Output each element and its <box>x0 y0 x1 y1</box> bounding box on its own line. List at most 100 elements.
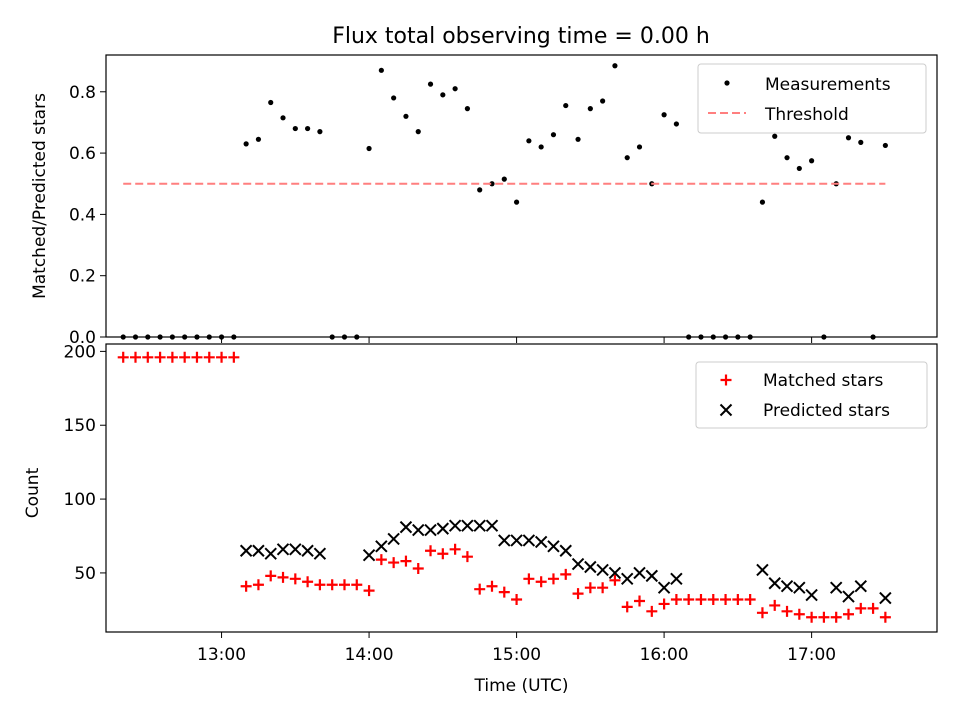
predicted-star-marker <box>608 566 622 580</box>
predicted-star-marker <box>239 544 253 557</box>
x-tick-label: 17:00 <box>787 645 836 665</box>
y-tick-label: 0.4 <box>69 205 96 225</box>
measurement-point <box>169 334 175 340</box>
measurement-point <box>341 334 348 340</box>
predicted-star-marker <box>436 522 450 535</box>
measurement-point <box>243 141 249 147</box>
x-tick-label: 15:00 <box>492 645 541 665</box>
legend-label-predicted: Predicted stars <box>763 401 890 421</box>
matched-star-marker <box>117 351 129 363</box>
predicted-star-marker <box>559 544 572 557</box>
matched-star-marker <box>756 607 768 619</box>
measurement-point <box>698 334 704 340</box>
measurement-point <box>132 334 139 340</box>
matched-star-marker <box>634 595 646 607</box>
matched-star-marker <box>547 573 559 585</box>
matched-star-marker <box>842 608 854 620</box>
predicted-star-marker <box>756 563 769 577</box>
measurement-point <box>255 136 262 142</box>
predicted-star-marker <box>473 519 486 532</box>
measurement-point <box>526 138 532 144</box>
matched-star-marker <box>437 548 449 560</box>
matched-star-marker <box>830 611 842 623</box>
measurement-point <box>268 99 274 106</box>
matched-star-marker <box>523 573 535 585</box>
matched-star-marker <box>474 583 486 595</box>
matched-star-marker <box>166 351 178 363</box>
matched-star-marker <box>781 605 793 617</box>
bottom-panel: 50 100 150 200 13:00 14:00 15:00 16:00 17:00 Coun… <box>23 342 938 696</box>
matched-star-marker <box>486 580 498 592</box>
measurement-point <box>477 187 483 193</box>
measurement-point <box>686 334 692 340</box>
legend <box>695 361 928 429</box>
matched-star-marker <box>179 351 191 363</box>
measurement-point <box>772 133 778 139</box>
predicted-star-marker <box>252 544 265 557</box>
measurement-point <box>722 334 729 340</box>
y-axis-label: Matched/Predicted stars <box>30 93 50 299</box>
predicted-star-marker <box>510 534 523 547</box>
predicted-star-marker <box>276 543 290 556</box>
x-axis-label: Time (UTC) <box>474 676 569 696</box>
measurement-point <box>870 334 876 340</box>
measurement-point <box>747 334 753 340</box>
predicted-star-marker <box>768 577 781 590</box>
matched-star-marker <box>498 586 510 598</box>
measurement-point <box>280 115 286 121</box>
predicted-star-marker <box>424 523 437 537</box>
legend-predicted-marker <box>719 403 733 417</box>
measurement-point <box>292 125 298 132</box>
predicted-star-marker <box>571 557 585 571</box>
measurement-point <box>218 334 225 340</box>
matched-star-marker <box>572 588 584 600</box>
measurement-point <box>575 136 581 142</box>
measurement-point <box>391 95 397 101</box>
predicted-star-marker <box>313 547 327 560</box>
measurement-point <box>735 334 741 340</box>
predicted-star-marker <box>412 523 425 537</box>
predicted-star-marker <box>645 569 659 583</box>
matched-star-marker <box>535 576 547 588</box>
measurement-point <box>821 334 827 340</box>
measurement-point <box>440 92 446 98</box>
measurement-point <box>427 81 434 87</box>
matched-star-marker <box>228 351 240 363</box>
predicted-star-marker <box>301 544 314 557</box>
matched-star-marker <box>388 557 400 569</box>
matched-star-marker <box>855 602 867 614</box>
predicted-star-marker <box>387 532 400 546</box>
y-tick-label: 50 <box>74 564 96 584</box>
matched-star-marker <box>732 594 744 606</box>
measurement-point <box>120 334 126 340</box>
matched-star-marker <box>338 579 350 591</box>
y-tick-label: 0.6 <box>69 144 96 164</box>
measurement-point <box>513 199 520 205</box>
measurement-point <box>809 158 815 164</box>
legend-label-measurements: Measurements <box>765 75 891 95</box>
measurement-point <box>587 106 593 112</box>
measurement-point <box>661 112 667 118</box>
matched-star-marker <box>400 555 412 567</box>
predicted-star-marker <box>633 566 646 580</box>
measurement-point <box>759 199 766 205</box>
measurement-point <box>600 98 606 104</box>
y-tick-label: 0.8 <box>69 83 96 103</box>
matched-star-marker <box>142 351 154 363</box>
matched-star-marker <box>289 573 301 585</box>
matched-star-marker <box>375 554 387 566</box>
y-tick-label: 0.2 <box>69 267 96 287</box>
measurement-point <box>489 181 495 187</box>
matched-star-marker <box>879 611 891 623</box>
predicted-star-marker <box>842 590 855 603</box>
measurement-point <box>501 176 507 182</box>
measurement-point <box>563 102 569 109</box>
predicted-star-marker <box>829 581 843 594</box>
matched-star-marker <box>646 605 658 617</box>
matched-star-marker <box>707 594 719 606</box>
matched-star-marker <box>252 579 264 591</box>
measurement-point <box>231 334 237 340</box>
legend-matched-marker <box>720 374 732 386</box>
predicted-star-marker <box>657 581 671 594</box>
